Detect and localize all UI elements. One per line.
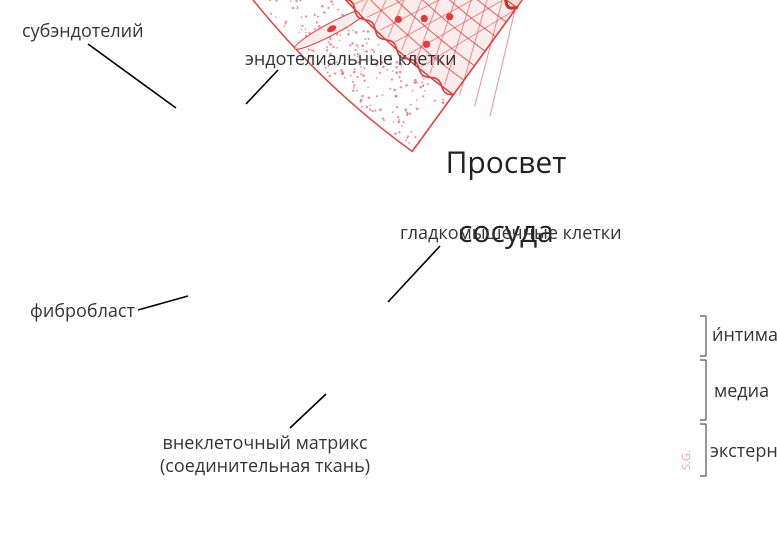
layer-bracket-media xyxy=(700,360,706,420)
title-line1: Просвет xyxy=(446,141,567,182)
bracket-label-media: медиа xyxy=(714,382,769,400)
leader-line xyxy=(138,296,188,310)
diagram-svg: S.G. xyxy=(0,0,777,543)
layer-bracket-intima xyxy=(700,316,706,356)
label-fibroblast: фибробласт xyxy=(30,300,135,323)
layer-bracket-externa xyxy=(700,424,706,476)
bracket-label-externa: экстерна xyxy=(710,442,777,460)
vessel-wall-diagram: { "type": "anatomical-diagram", "canvas"… xyxy=(0,0,777,543)
label-endothelial: эндотелиальные клетки xyxy=(245,48,457,71)
leader-line xyxy=(246,70,278,104)
leader-line xyxy=(290,394,326,428)
leader-line xyxy=(88,44,176,108)
bracket-label-intima: и́нтима xyxy=(712,326,777,344)
label-smoothmuscle: гладкомышечные клетки xyxy=(400,222,622,245)
label-subendothelium: субэндотелий xyxy=(22,20,144,43)
signature: S.G. xyxy=(679,450,694,470)
leader-line xyxy=(388,246,440,302)
label-ecm: внеклеточный матрикс (соединительная тка… xyxy=(160,432,370,477)
